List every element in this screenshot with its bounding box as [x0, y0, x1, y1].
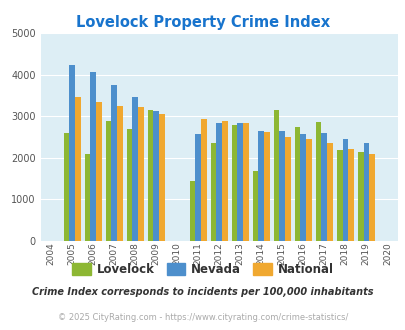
Legend: Lovelock, Nevada, National: Lovelock, Nevada, National [67, 258, 338, 281]
Bar [69, 65, 75, 241]
Bar [200, 119, 206, 241]
Text: Lovelock Property Crime Index: Lovelock Property Crime Index [76, 15, 329, 30]
Bar [252, 171, 258, 241]
Bar [117, 106, 122, 241]
Bar [195, 134, 200, 241]
Bar [258, 131, 264, 241]
Text: © 2025 CityRating.com - https://www.cityrating.com/crime-statistics/: © 2025 CityRating.com - https://www.city… [58, 313, 347, 322]
Bar [273, 110, 279, 241]
Bar [64, 133, 69, 241]
Bar [264, 132, 269, 241]
Bar [90, 72, 96, 241]
Bar [305, 139, 311, 241]
Bar [284, 137, 290, 241]
Bar [347, 148, 353, 241]
Bar [189, 181, 195, 241]
Bar [315, 122, 321, 241]
Bar [342, 139, 347, 241]
Bar [300, 134, 305, 241]
Bar [159, 114, 164, 241]
Bar [294, 127, 300, 241]
Bar [105, 121, 111, 241]
Bar [222, 121, 227, 241]
Bar [96, 102, 101, 241]
Bar [153, 111, 159, 241]
Bar [321, 133, 326, 241]
Bar [111, 84, 117, 241]
Bar [216, 123, 222, 241]
Bar [126, 129, 132, 241]
Bar [75, 97, 81, 241]
Bar [357, 151, 362, 241]
Bar [362, 143, 368, 241]
Bar [336, 150, 342, 241]
Bar [326, 143, 332, 241]
Bar [138, 107, 143, 241]
Bar [243, 123, 248, 241]
Bar [368, 153, 374, 241]
Bar [237, 123, 243, 241]
Bar [132, 97, 138, 241]
Text: Crime Index corresponds to incidents per 100,000 inhabitants: Crime Index corresponds to incidents per… [32, 287, 373, 297]
Bar [210, 143, 216, 241]
Bar [231, 125, 237, 241]
Bar [147, 110, 153, 241]
Bar [84, 154, 90, 241]
Bar [279, 131, 284, 241]
